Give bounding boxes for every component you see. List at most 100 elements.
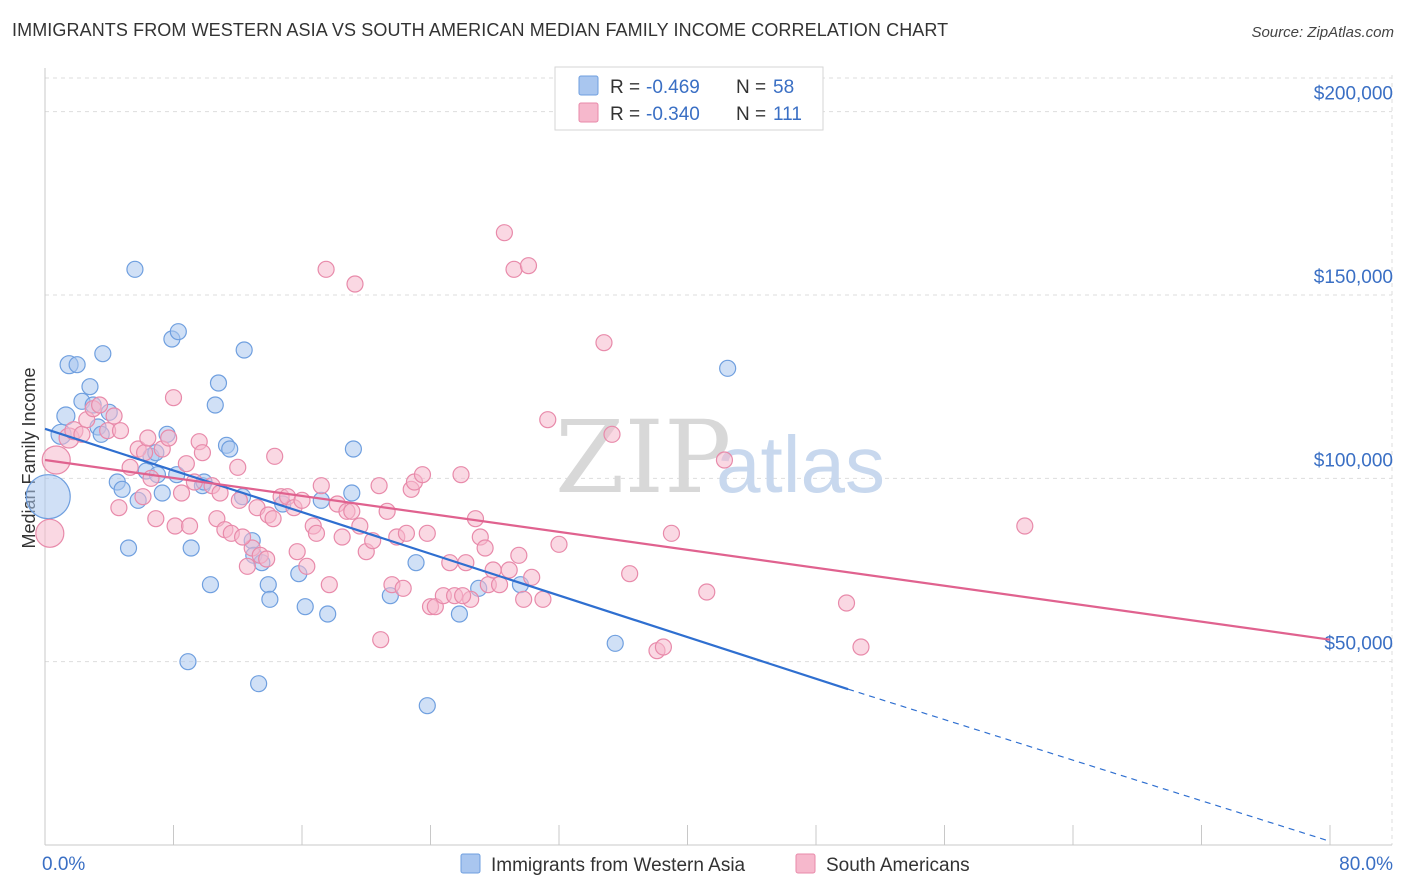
- point-south-americans-62: [372, 631, 390, 649]
- point-south-americans-67: [397, 524, 416, 542]
- point-south-americans-63: [378, 502, 396, 520]
- point-western-asia-52: [450, 605, 469, 623]
- trendline-western-asia-extension: [847, 688, 1331, 842]
- point-south-americans-10: [110, 499, 128, 517]
- point-south-americans-100: [654, 638, 673, 656]
- point-western-asia-31: [209, 374, 228, 392]
- point-south-americans-110: [111, 422, 130, 440]
- point-south-americans-66: [394, 579, 412, 597]
- legend-n-label-1: N =: [736, 104, 766, 125]
- point-western-asia-4: [68, 356, 86, 374]
- trendline-south-americans: [44, 458, 1331, 641]
- bottom-legend-label-1: South Americans: [826, 855, 970, 876]
- point-south-americans-20: [164, 389, 183, 407]
- trendline-western-asia: [44, 427, 849, 691]
- point-south-americans-87: [500, 561, 518, 579]
- point-south-americans-70: [413, 466, 432, 484]
- point-south-americans-71: [418, 524, 436, 542]
- point-western-asia-35: [235, 341, 253, 359]
- point-south-americans-32: [229, 458, 247, 476]
- bottom-legend-label-0: Immigrants from Western Asia: [491, 855, 746, 876]
- point-south-americans-90: [515, 590, 533, 608]
- point-south-americans-54: [333, 528, 351, 546]
- point-south-americans-51: [317, 260, 335, 278]
- point-western-asia-29: [201, 576, 220, 594]
- point-western-asia-44: [296, 598, 314, 616]
- point-western-asia-26: [179, 653, 197, 671]
- bottom-legend: Immigrants from Western Asia South Ameri…: [460, 853, 970, 876]
- point-south-americans-86: [495, 224, 513, 242]
- point-western-asia-2: [56, 406, 76, 426]
- point-western-asia-54: [606, 634, 624, 652]
- point-western-asia-55: [719, 359, 737, 377]
- bottom-legend-swatch-blue: [460, 853, 481, 874]
- point-south-americans-102: [698, 583, 716, 601]
- point-western-asia-33: [221, 440, 239, 458]
- point-south-americans-82: [476, 539, 494, 557]
- point-south-americans-105: [852, 638, 870, 656]
- point-south-americans-98: [621, 565, 639, 583]
- point-south-americans-97: [603, 425, 621, 443]
- point-south-americans-88: [505, 260, 523, 278]
- point-south-americans-40: [264, 510, 282, 528]
- point-south-americans-21: [166, 517, 184, 535]
- point-south-americans-89: [510, 546, 528, 564]
- point-south-americans-49: [307, 524, 326, 542]
- point-western-asia-6: [81, 378, 99, 396]
- series-south-americans-points: [35, 224, 1034, 660]
- point-south-americans-94: [539, 411, 557, 429]
- legend-r-value-1: -0.340: [646, 104, 700, 125]
- point-south-americans-104: [837, 594, 856, 612]
- point-south-americans-38: [258, 550, 276, 568]
- bottom-legend-swatch-pink: [795, 853, 816, 874]
- point-western-asia-47: [343, 484, 361, 502]
- chart-title: IMMIGRANTS FROM WESTERN ASIA VS SOUTH AM…: [12, 20, 949, 40]
- point-western-asia-30: [206, 396, 224, 414]
- point-south-americans-45: [288, 543, 306, 561]
- y-tick-label-1: $100,000: [1314, 450, 1393, 471]
- point-western-asia-40: [259, 576, 277, 594]
- legend-n-value-0: 58: [773, 77, 794, 98]
- x-tick-label-0: 0.0%: [42, 854, 85, 875]
- point-south-americans-24: [180, 517, 199, 535]
- legend-r-value-0: -0.469: [646, 77, 700, 98]
- point-south-americans-103: [715, 451, 734, 469]
- point-south-americans-19: [160, 429, 178, 447]
- trendlines: [44, 427, 1331, 842]
- point-south-americans-16: [142, 469, 160, 487]
- point-western-asia-46: [319, 605, 337, 623]
- point-south-americans-15: [139, 429, 157, 447]
- point-south-americans-13: [134, 488, 152, 506]
- point-western-asia-41: [261, 590, 279, 608]
- point-south-americans-57: [346, 275, 364, 293]
- y-axis-label: Median Family Income: [19, 367, 39, 548]
- top-legend: R = -0.469 N = 58 R = -0.340 N = 111: [554, 66, 824, 131]
- legend-r-label-0: R =: [610, 77, 640, 98]
- point-south-americans-26: [193, 444, 212, 462]
- point-south-americans-17: [147, 510, 165, 528]
- point-western-asia-50: [407, 554, 425, 572]
- legend-n-label-0: N =: [736, 77, 766, 98]
- point-western-asia-15: [126, 260, 144, 278]
- point-south-americans-106: [1016, 517, 1034, 535]
- point-south-americans-50: [312, 477, 330, 495]
- point-western-asia-13: [113, 480, 131, 498]
- legend-n-value-1: 111: [773, 104, 802, 125]
- watermark-zip: ZIP: [555, 399, 731, 516]
- point-south-americans-22: [172, 484, 191, 502]
- point-south-americans-52: [320, 576, 338, 594]
- point-south-americans-0: [35, 518, 65, 548]
- watermark-atlas: atlas: [716, 420, 885, 509]
- point-south-americans-91: [519, 257, 538, 275]
- point-south-americans-1: [41, 445, 71, 475]
- point-south-americans-7: [91, 396, 109, 414]
- point-south-americans-96: [595, 334, 613, 352]
- y-tick-label-3: $200,000: [1314, 84, 1393, 105]
- point-south-americans-93: [534, 590, 552, 608]
- point-south-americans-92: [523, 568, 541, 586]
- point-south-americans-108: [233, 528, 252, 546]
- point-south-americans-101: [662, 524, 681, 542]
- point-south-americans-34: [238, 557, 256, 575]
- source-credit: Source: ZipAtlas.com: [1251, 24, 1394, 41]
- x-tick-label-1: 80.0%: [1339, 854, 1393, 875]
